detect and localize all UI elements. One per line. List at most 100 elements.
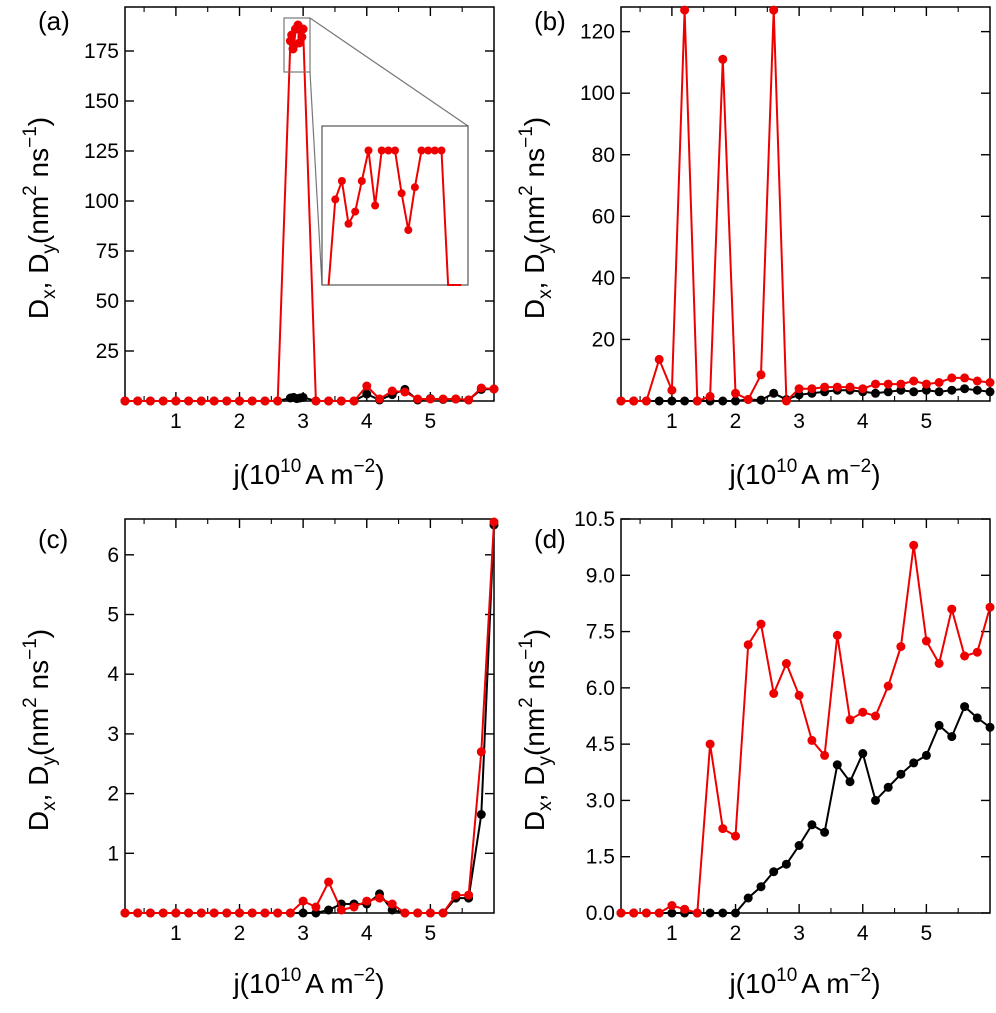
y-tick-label: 7.5	[586, 621, 615, 644]
ylabel-sep: , D	[23, 254, 54, 290]
point-Dy	[209, 908, 219, 918]
point-Dx	[324, 905, 334, 915]
point-Dy	[298, 896, 308, 906]
point-Dx	[858, 749, 868, 758]
point-Dy	[718, 54, 728, 64]
point-Dx	[731, 908, 740, 918]
point-Dy	[349, 902, 359, 912]
point-Dy	[489, 517, 499, 527]
point-Dy	[947, 604, 957, 614]
point-Dy	[692, 396, 702, 406]
point-Dy	[273, 908, 283, 918]
point-Dy	[260, 396, 270, 406]
ylabel-sub-y: y	[39, 756, 60, 766]
ylabel-ns: ns	[519, 660, 550, 697]
point-Dy	[871, 711, 880, 721]
point-Dy	[285, 908, 295, 918]
point-Dx	[985, 387, 995, 397]
xlabel-rest: A m	[305, 968, 353, 999]
point-Dx	[947, 732, 957, 742]
point-Dy	[871, 379, 880, 389]
point-Dy	[171, 908, 181, 918]
point-Dy	[413, 394, 423, 404]
inset-point-Dy	[404, 226, 413, 234]
point-Dy	[743, 640, 753, 650]
point-Dy	[133, 908, 143, 918]
series-line-Dy	[621, 545, 991, 915]
ylabel-sup-2: 2	[516, 185, 537, 196]
ylabel-sub-x: x	[535, 801, 556, 811]
point-Dy	[222, 908, 232, 918]
x-tick-label: 4	[361, 410, 373, 433]
point-Dy	[158, 396, 168, 406]
point-Dy	[909, 376, 919, 386]
inset-point-Dy	[430, 146, 439, 155]
ylabel-units: (nm	[519, 708, 550, 756]
point-Dx	[667, 908, 677, 918]
zoom-connector-bottom	[309, 71, 323, 286]
x-axis-label-c: j(1010 A m−2)	[232, 965, 384, 999]
point-Dx	[781, 859, 791, 869]
y-tick-label: 20	[592, 328, 615, 351]
point-Dy	[883, 379, 893, 389]
inset-a	[283, 17, 469, 286]
xlabel-close: )	[871, 968, 880, 999]
y-tick-label: 175	[84, 40, 119, 63]
point-Dy	[921, 379, 931, 389]
ylabel-sup-m1: −1	[516, 126, 537, 148]
plot-frame-a	[124, 6, 495, 402]
point-Dx	[769, 388, 779, 398]
point-Dy	[934, 378, 944, 387]
y-tick-label: 125	[84, 140, 119, 163]
inset-point-Dy	[437, 146, 446, 155]
y-tick-label: 4.5	[586, 733, 615, 756]
x-tick-label: 1	[666, 922, 678, 945]
inset-point-Dy	[377, 146, 386, 155]
y-tick-label: 75	[96, 240, 119, 263]
point-Dy	[413, 908, 423, 918]
ticks-d: 1 2 3 4 5 0.0 1.5 3.0 4.5 6.0 7.5 9.0 10.5	[574, 508, 990, 945]
ylabel-main: D	[519, 299, 550, 319]
xlabel-rest: A m	[801, 459, 849, 490]
inset-point-Dy	[424, 146, 433, 155]
y-tick-label: 150	[84, 90, 119, 113]
ylabel-sep: , D	[519, 766, 550, 802]
inset-point-Dy	[371, 201, 380, 210]
x-tick-label: 1	[170, 410, 182, 433]
y-axis-label-a: Dx, Dy(nm2 ns−1)	[20, 117, 60, 319]
point-Dx	[667, 396, 677, 406]
point-Dx	[718, 396, 728, 406]
y-tick-label: 1.5	[586, 846, 615, 869]
point-Dx	[972, 713, 982, 723]
point-Dy	[972, 647, 982, 657]
point-Dy	[832, 630, 842, 640]
inset-point-Dy	[391, 146, 399, 155]
x-tick-label: 2	[234, 922, 246, 945]
point-Dy	[947, 373, 957, 383]
y-axis-label-b: Dx, Dy(nm2 ns−1)	[516, 117, 556, 319]
xlabel-rest: A m	[305, 459, 353, 490]
point-Dy	[972, 376, 982, 386]
x-tick-label: 5	[921, 410, 933, 433]
inset-point-Dy	[331, 195, 340, 204]
point-Dy	[222, 396, 232, 406]
point-Dx	[680, 396, 690, 406]
point-Dy	[247, 396, 257, 406]
point-Dy	[489, 384, 499, 394]
point-Dx	[807, 820, 817, 830]
y-tick-label: 100	[84, 190, 119, 213]
x-tick-label: 4	[361, 922, 373, 945]
point-Dx	[896, 769, 906, 779]
svg-text:Dx, Dy(nm2 ns−1): Dx, Dy(nm2 ns−1)	[516, 629, 556, 831]
x-tick-label: 1	[666, 410, 678, 433]
ylabel-units: (nm	[23, 708, 54, 756]
x-tick-label: 3	[793, 922, 805, 945]
ticks-c: 1 2 3 4 5 1 2 3 4 5 6	[107, 519, 494, 945]
point-Dx	[934, 720, 944, 730]
point-Dy	[960, 373, 970, 383]
point-Dx	[871, 795, 880, 805]
point-Dx	[845, 777, 855, 787]
